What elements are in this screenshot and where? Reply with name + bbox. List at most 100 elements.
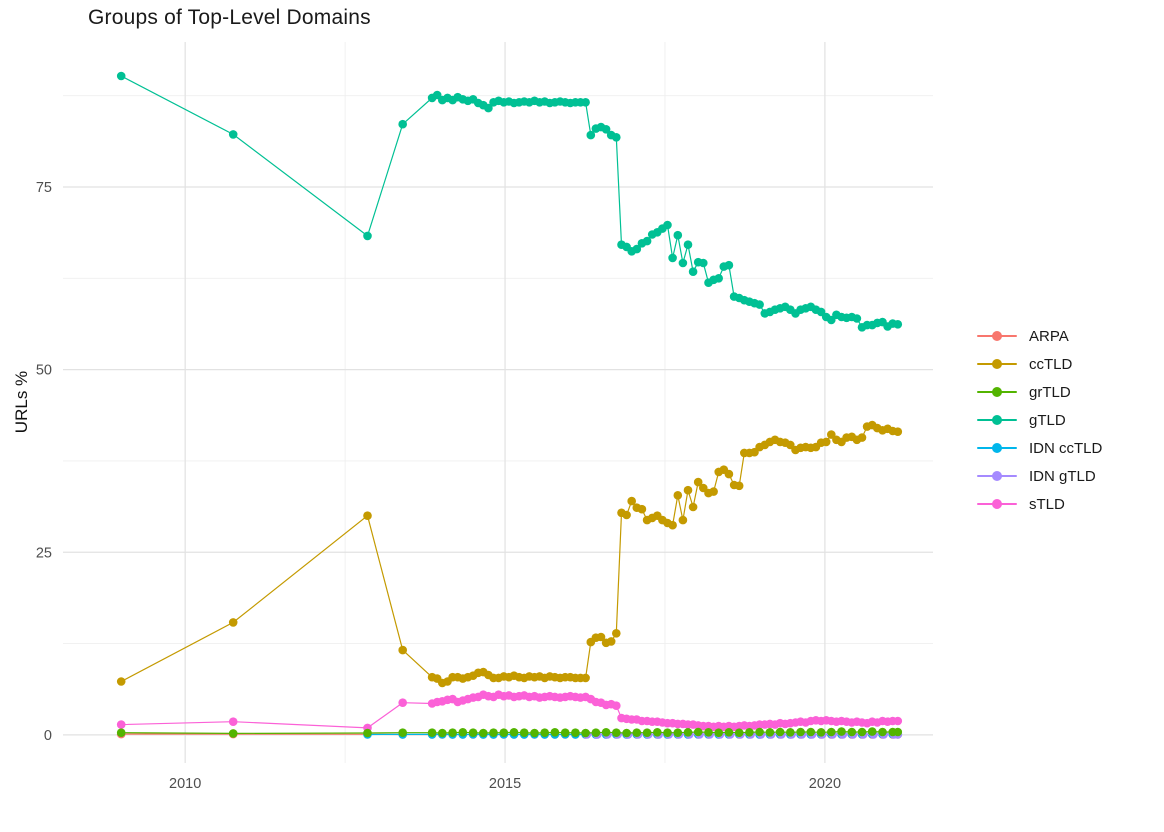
- legend-key-icon: [975, 414, 1019, 426]
- legend-key-icon: [975, 470, 1019, 482]
- legend-point-swatch: [992, 331, 1002, 341]
- data-point: [894, 717, 903, 726]
- legend-key-icon: [975, 386, 1019, 398]
- data-point: [714, 728, 723, 737]
- data-point: [229, 717, 238, 726]
- legend-key-icon: [975, 442, 1019, 454]
- data-point: [117, 72, 126, 81]
- data-point: [229, 618, 238, 627]
- legend-label: gTLD: [1029, 412, 1066, 429]
- y-axis-tick-label: 75: [36, 180, 52, 196]
- x-axis-tick-label: 2020: [809, 776, 841, 792]
- data-point: [581, 729, 590, 738]
- data-point: [363, 232, 372, 241]
- data-point: [398, 698, 407, 707]
- data-point: [868, 727, 877, 736]
- y-axis-tick-label: 0: [44, 728, 52, 744]
- legend-key-icon: [975, 358, 1019, 370]
- y-axis-tick-label: 25: [36, 545, 52, 561]
- legend-item-grtld: grTLD: [975, 378, 1102, 406]
- legend-item-cctld: ccTLD: [975, 350, 1102, 378]
- data-point: [684, 728, 693, 737]
- data-point: [622, 729, 631, 738]
- y-axis-title: URLs %: [12, 322, 32, 482]
- data-point: [489, 728, 498, 737]
- data-point: [827, 728, 836, 737]
- legend-point-swatch: [992, 387, 1002, 397]
- data-point: [638, 505, 647, 514]
- data-point: [612, 728, 621, 737]
- data-point: [592, 728, 601, 737]
- data-point: [853, 314, 862, 323]
- data-point: [668, 521, 677, 530]
- data-point: [699, 259, 708, 268]
- data-point: [612, 629, 621, 638]
- series-gtld: [117, 72, 902, 332]
- data-point: [448, 728, 457, 737]
- data-point: [612, 133, 621, 142]
- x-axis-tick-label: 2010: [169, 776, 201, 792]
- data-point: [363, 511, 372, 520]
- data-point: [694, 728, 703, 737]
- data-point: [398, 646, 407, 655]
- data-point: [459, 728, 468, 737]
- series-stld: [117, 690, 902, 732]
- data-point: [837, 727, 846, 736]
- data-point: [117, 677, 126, 686]
- data-point: [684, 486, 693, 495]
- legend-label: grTLD: [1029, 384, 1071, 401]
- legend-key-icon: [975, 330, 1019, 342]
- legend-key-icon: [975, 498, 1019, 510]
- data-point: [229, 729, 238, 738]
- data-point: [571, 728, 580, 737]
- data-point: [428, 728, 437, 737]
- legend-item-stld: sTLD: [975, 490, 1102, 518]
- data-point: [745, 728, 754, 737]
- data-point: [469, 728, 478, 737]
- data-point: [848, 728, 857, 737]
- data-point: [581, 98, 590, 107]
- data-point: [674, 231, 683, 240]
- x-axis-tick-label: 2015: [489, 776, 521, 792]
- legend-item-arpa: ARPA: [975, 322, 1102, 350]
- series-line: [121, 425, 898, 683]
- data-point: [679, 259, 688, 268]
- data-point: [602, 728, 611, 737]
- y-axis-tick-label: 50: [36, 363, 52, 379]
- data-point: [612, 701, 621, 710]
- data-point: [438, 729, 447, 738]
- data-point: [786, 728, 795, 737]
- legend-item-idn-cctld: IDN ccTLD: [975, 434, 1102, 462]
- data-point: [807, 728, 816, 737]
- legend-item-gtld: gTLD: [975, 406, 1102, 434]
- data-point: [735, 728, 744, 737]
- data-point: [766, 728, 775, 737]
- data-point: [653, 728, 662, 737]
- legend-point-swatch: [992, 443, 1002, 453]
- data-point: [398, 728, 407, 737]
- data-point: [520, 728, 529, 737]
- data-point: [663, 728, 672, 737]
- data-point: [725, 470, 734, 479]
- data-point: [679, 516, 688, 525]
- legend-point-swatch: [992, 471, 1002, 481]
- data-point: [858, 728, 867, 737]
- data-point: [674, 728, 683, 737]
- data-point: [530, 729, 539, 738]
- legend-point-swatch: [992, 415, 1002, 425]
- legend-label: ARPA: [1029, 328, 1069, 345]
- data-point: [607, 637, 616, 646]
- data-point: [822, 438, 831, 447]
- data-point: [878, 728, 887, 737]
- data-point: [817, 728, 826, 737]
- data-point: [858, 433, 867, 442]
- data-point: [725, 728, 734, 737]
- data-point: [714, 274, 723, 283]
- data-point: [479, 729, 488, 738]
- legend-label: IDN ccTLD: [1029, 440, 1102, 457]
- data-point: [581, 674, 590, 683]
- data-point: [894, 427, 903, 436]
- data-point: [117, 728, 126, 737]
- data-point: [776, 728, 785, 737]
